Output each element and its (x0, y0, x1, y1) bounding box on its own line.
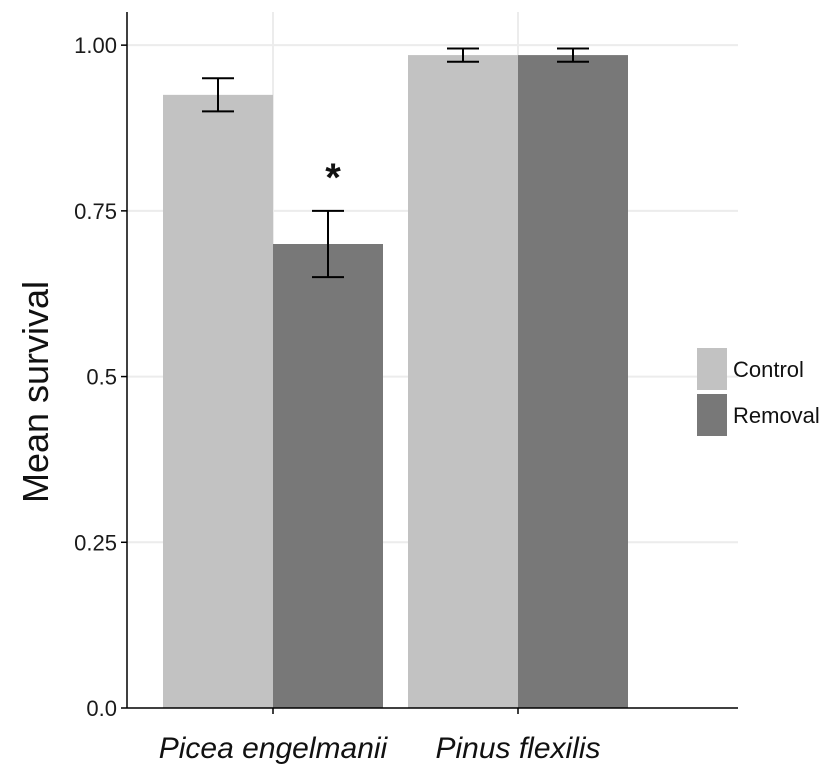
y-tick-label: 0.25 (74, 530, 117, 555)
y-tick-label: 0.0 (86, 696, 117, 721)
legend-item-removal: Removal (697, 394, 820, 436)
legend-swatch (697, 394, 727, 436)
bar-picea-engelmanii-control (163, 95, 273, 708)
bar-picea-engelmanii-removal (273, 244, 383, 708)
legend-label: Control (733, 357, 804, 382)
y-tick-label: 0.75 (74, 199, 117, 224)
bars (163, 55, 628, 708)
legend-item-control: Control (697, 348, 804, 390)
x-tick-label-pinus-flexilis: Pinus flexilis (435, 732, 600, 765)
y-tick-label: 0.5 (86, 365, 117, 390)
bar-pinus-flexilis-control (408, 55, 518, 708)
y-axis-title: Mean survival (15, 281, 56, 503)
x-tick-labels: Picea engelmanii Pinus flexilis (159, 708, 601, 765)
legend: Control Removal (697, 348, 820, 436)
annotations: * (325, 156, 341, 200)
legend-label: Removal (733, 403, 820, 428)
bar-pinus-flexilis-removal (518, 55, 628, 708)
significance-marker: * (325, 156, 341, 200)
x-tick-label-picea-engelmanii: Picea engelmanii (159, 732, 389, 765)
y-ticks: 0.0 0.25 0.5 0.75 1.00 (74, 33, 127, 721)
y-tick-label: 1.00 (74, 33, 117, 58)
legend-swatch (697, 348, 727, 390)
